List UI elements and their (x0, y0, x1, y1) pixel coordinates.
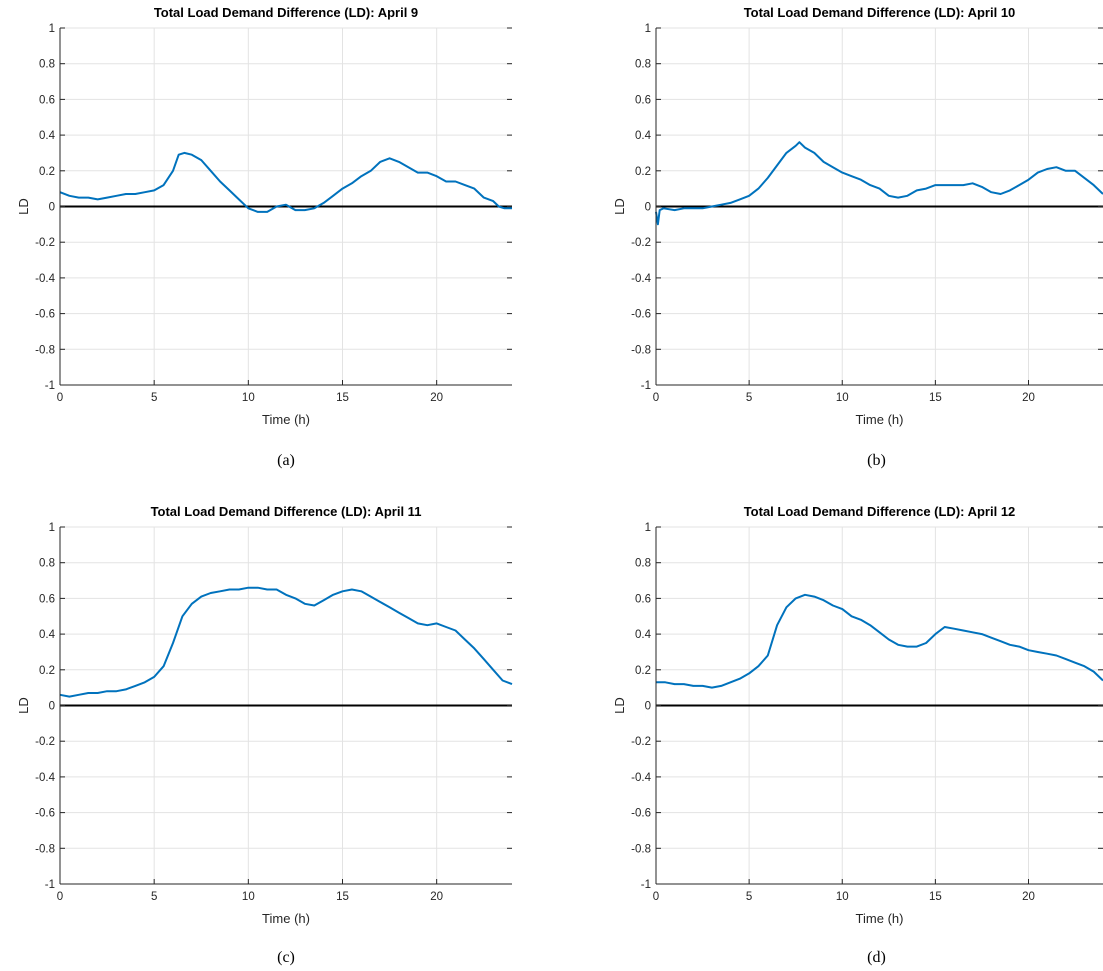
y-tick-label: 0.6 (635, 593, 651, 605)
x-axis-label: Time (h) (856, 911, 904, 926)
ld-series-line (59, 586, 513, 698)
x-tick-label: 5 (746, 891, 752, 903)
x-tick-label: 15 (929, 891, 942, 903)
x-tick-label: 15 (929, 392, 942, 404)
y-tick-label: -0.8 (631, 344, 651, 356)
x-tick-label: 20 (430, 891, 443, 903)
x-tick-label: 0 (653, 392, 659, 404)
x-axis-label: Time (h) (856, 412, 904, 427)
y-axis-label: LD (612, 697, 627, 714)
x-tick-label: 20 (1022, 392, 1035, 404)
y-tick-label: 0.6 (39, 94, 55, 106)
y-tick-label: 0.2 (39, 166, 55, 178)
x-tick-label: 5 (746, 392, 752, 404)
y-tick-label: 0.2 (635, 166, 651, 178)
y-tick-label: 0 (49, 701, 55, 713)
ld-series-line (656, 593, 1103, 689)
y-tick-label: -0.4 (35, 273, 55, 285)
chart-panel-1: 0 5 10 15 20 -1 -0.8 -0.6 -0.4 -0.2 0 0.2 0.4 0.6 0.8 1… (16, 5, 512, 469)
y-tick-label: 0.6 (635, 94, 651, 106)
y-tick-label: -0.4 (631, 273, 651, 285)
x-tick-label: 15 (336, 891, 349, 903)
x-tick-label: 5 (151, 392, 157, 404)
y-tick-label: -0.4 (631, 772, 651, 784)
y-tick-label: 0.4 (39, 629, 56, 641)
x-tick-label: 10 (242, 392, 255, 404)
y-tick-label: 0.8 (635, 59, 651, 71)
y-tick-label: 1 (645, 522, 651, 534)
x-tick-label: 20 (1022, 891, 1035, 903)
x-tick-label: 15 (336, 392, 349, 404)
chart-title: Total Load Demand Difference (LD): April… (154, 5, 418, 20)
x-tick-label: 10 (242, 891, 255, 903)
y-tick-label: 1 (645, 23, 651, 35)
y-axis-label: LD (612, 198, 627, 215)
subfigure-label: (b) (867, 452, 886, 469)
ld-series-line (655, 141, 1103, 226)
y-tick-label: -0.8 (35, 843, 55, 855)
y-tick-label: -0.8 (35, 344, 55, 356)
x-tick-label: 10 (836, 392, 849, 404)
ld-series-line (59, 151, 512, 213)
chart-panel-3: 0 5 10 15 20 -1 -0.8 -0.6 -0.4 -0.2 0 0.2 0.4 0.6 0.8 1… (16, 504, 513, 966)
y-axis-label: LD (16, 697, 31, 714)
y-tick-label: 0.4 (635, 130, 652, 142)
x-tick-label: 0 (57, 392, 63, 404)
y-tick-label: -1 (641, 879, 651, 891)
subfigure-label: (c) (277, 949, 295, 966)
y-tick-label: 0 (645, 202, 651, 214)
y-tick-label: 1 (49, 522, 55, 534)
y-tick-label: 1 (49, 23, 55, 35)
y-tick-label: -0.8 (631, 843, 651, 855)
y-tick-label: -0.6 (631, 309, 651, 321)
y-tick-label: -0.2 (631, 237, 651, 249)
y-tick-label: 0 (49, 202, 55, 214)
y-tick-label: -0.2 (631, 736, 651, 748)
y-tick-label: 0.4 (635, 629, 652, 641)
y-axis-label: LD (16, 198, 31, 215)
y-tick-label: -0.6 (35, 808, 55, 820)
subfigure-label: (a) (277, 452, 295, 469)
chart-title: Total Load Demand Difference (LD): April… (744, 5, 1016, 20)
y-tick-label: -0.6 (35, 309, 55, 321)
y-tick-label: -1 (45, 380, 55, 392)
y-tick-label: -0.2 (35, 736, 55, 748)
chart-title: Total Load Demand Difference (LD): April… (744, 504, 1016, 519)
y-tick-label: -1 (45, 879, 55, 891)
y-tick-label: -1 (641, 380, 651, 392)
y-tick-label: 0.2 (39, 665, 55, 677)
chart-panel-2: 0 5 10 15 20 -1 -0.8 -0.6 -0.4 -0.2 0 0.2 0.4 0.6 0.8 1… (612, 5, 1103, 469)
x-tick-label: 0 (653, 891, 659, 903)
y-tick-label: 0.6 (39, 593, 55, 605)
y-tick-label: 0.8 (39, 59, 55, 71)
y-tick-label: 0.4 (39, 130, 56, 142)
x-axis-label: Time (h) (262, 911, 310, 926)
y-tick-label: 0 (645, 701, 651, 713)
y-tick-label: 0.8 (39, 558, 55, 570)
x-axis-label: Time (h) (262, 412, 310, 427)
x-tick-label: 20 (430, 392, 443, 404)
x-tick-label: 10 (836, 891, 849, 903)
subfigure-label: (d) (867, 949, 886, 966)
y-tick-label: -0.6 (631, 808, 651, 820)
y-tick-label: 0.8 (635, 558, 651, 570)
x-tick-label: 0 (57, 891, 63, 903)
chart-title: Total Load Demand Difference (LD): April… (151, 504, 422, 519)
y-tick-label: -0.4 (35, 772, 55, 784)
x-tick-label: 5 (151, 891, 157, 903)
y-tick-label: -0.2 (35, 237, 55, 249)
y-tick-label: 0.2 (635, 665, 651, 677)
chart-panel-4: 0 5 10 15 20 -1 -0.8 -0.6 -0.4 -0.2 0 0.2 0.4 0.6 0.8 1… (612, 504, 1103, 966)
